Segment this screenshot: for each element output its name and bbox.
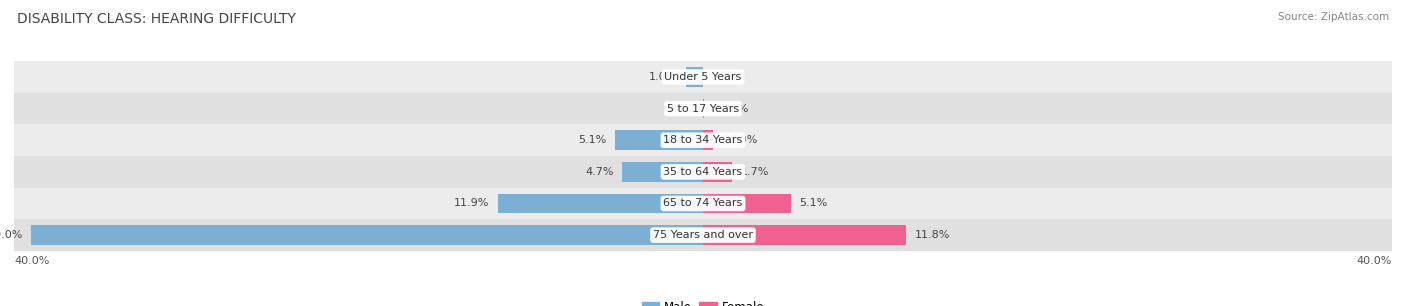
Bar — [703, 225, 907, 245]
Bar — [703, 194, 790, 213]
Text: 0.08%: 0.08% — [713, 104, 748, 114]
Text: Under 5 Years: Under 5 Years — [665, 72, 741, 82]
Bar — [14, 125, 1392, 156]
Text: Source: ZipAtlas.com: Source: ZipAtlas.com — [1278, 12, 1389, 22]
Bar — [498, 194, 703, 213]
Text: 11.9%: 11.9% — [454, 199, 489, 208]
Text: 1.0%: 1.0% — [650, 72, 678, 82]
Text: 75 Years and over: 75 Years and over — [652, 230, 754, 240]
Bar — [14, 93, 1392, 125]
Text: 5 to 17 Years: 5 to 17 Years — [666, 104, 740, 114]
Text: 1.7%: 1.7% — [741, 167, 769, 177]
Bar — [703, 162, 733, 182]
Bar — [703, 130, 713, 150]
Bar — [14, 219, 1392, 251]
Bar — [14, 156, 1392, 188]
Text: 4.7%: 4.7% — [585, 167, 613, 177]
Text: 39.0%: 39.0% — [0, 230, 22, 240]
Bar — [14, 61, 1392, 93]
Text: 18 to 34 Years: 18 to 34 Years — [664, 135, 742, 145]
Text: 35 to 64 Years: 35 to 64 Years — [664, 167, 742, 177]
Text: 0.0%: 0.0% — [711, 72, 740, 82]
Text: 11.8%: 11.8% — [915, 230, 950, 240]
Text: 5.1%: 5.1% — [578, 135, 606, 145]
Text: 5.1%: 5.1% — [800, 199, 828, 208]
Bar — [621, 162, 703, 182]
Text: 65 to 74 Years: 65 to 74 Years — [664, 199, 742, 208]
Text: 0.0%: 0.0% — [666, 104, 695, 114]
Bar — [686, 67, 703, 87]
Text: DISABILITY CLASS: HEARING DIFFICULTY: DISABILITY CLASS: HEARING DIFFICULTY — [17, 12, 295, 26]
Bar — [31, 225, 703, 245]
Bar — [616, 130, 703, 150]
Text: 40.0%: 40.0% — [1357, 256, 1392, 266]
Text: 40.0%: 40.0% — [14, 256, 49, 266]
Legend: Male, Female: Male, Female — [638, 297, 768, 306]
Bar — [14, 188, 1392, 219]
Text: 0.59%: 0.59% — [721, 135, 758, 145]
